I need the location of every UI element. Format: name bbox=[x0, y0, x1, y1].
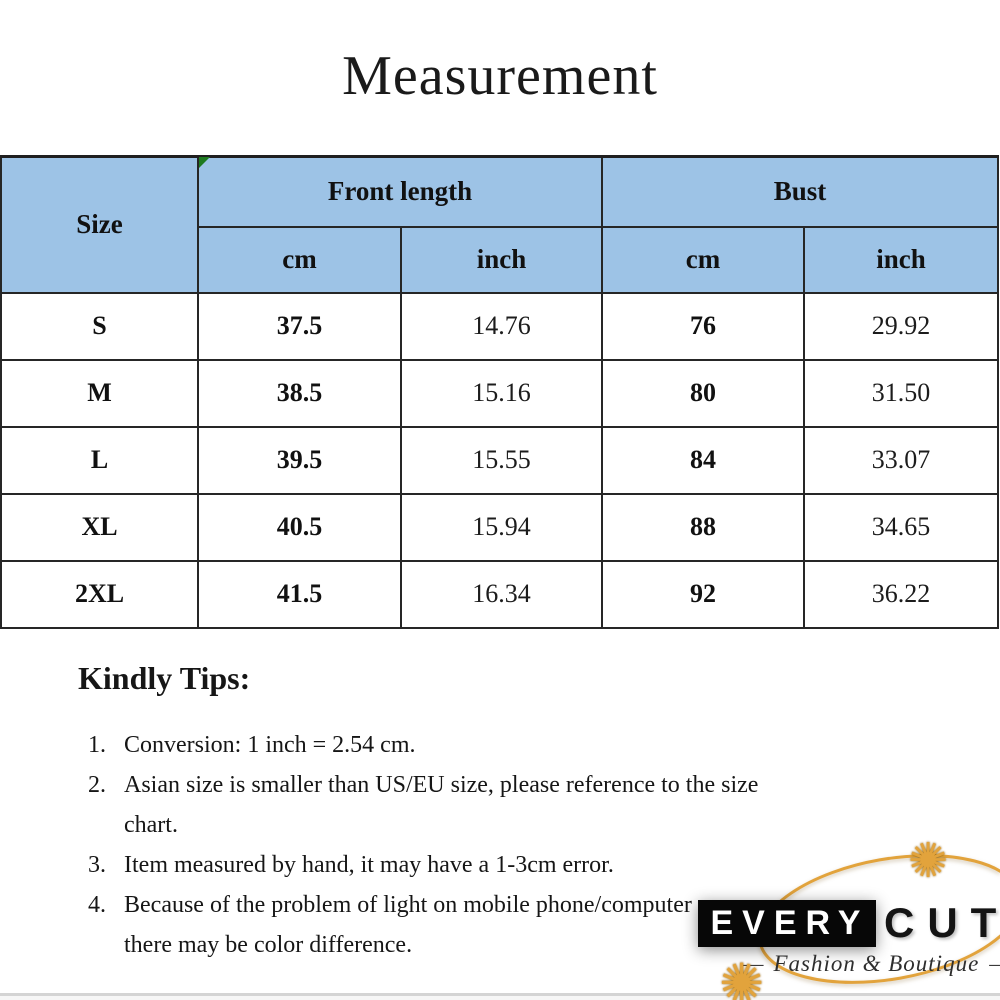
front-cm-value: 40.5 bbox=[197, 492, 402, 562]
brand-logo: EVERY bbox=[698, 900, 876, 947]
front-inch-value: 15.94 bbox=[399, 492, 604, 562]
bust-inch-value: 36.22 bbox=[803, 559, 1000, 629]
column-group-front-length: Front length bbox=[196, 155, 604, 228]
column-header-bust-inch: inch bbox=[803, 225, 1000, 294]
bust-inch-value: 29.92 bbox=[803, 291, 1000, 361]
page-title: Measurement bbox=[342, 45, 658, 107]
gold-starburst-icon: ✺ bbox=[719, 954, 765, 1000]
front-cm-value: 41.5 bbox=[197, 559, 402, 629]
size-chart-table-wrap: Size Front length Bust cm inch cm inch S… bbox=[0, 155, 1000, 629]
excel-corner-marker-icon bbox=[199, 157, 210, 168]
gold-starburst-icon: ✺ bbox=[908, 835, 949, 888]
tagline-right-dash: — bbox=[989, 951, 1000, 976]
table-row-l: L 39.5 15.55 84 33.07 bbox=[0, 425, 1000, 495]
table-row-2xl: 2XL 41.5 16.34 92 36.22 bbox=[0, 559, 1000, 629]
bust-cm-value: 76 bbox=[601, 291, 806, 361]
bottom-edge-divider bbox=[0, 993, 1000, 996]
size-label: XL bbox=[0, 492, 199, 562]
front-inch-value: 14.76 bbox=[399, 291, 604, 361]
tips-heading: Kindly Tips: bbox=[78, 660, 251, 696]
size-label: 2XL bbox=[0, 559, 199, 629]
column-header-front-inch: inch bbox=[399, 225, 604, 294]
tip-item: Because of the problem of light on mobil… bbox=[112, 885, 812, 965]
front-cm-value: 39.5 bbox=[197, 425, 402, 495]
brand-tagline: —Fashion & Boutique— bbox=[733, 951, 1000, 977]
bust-inch-value: 33.07 bbox=[803, 425, 1000, 495]
bust-inch-value: 34.65 bbox=[803, 492, 1000, 562]
column-header-bust-cm: cm bbox=[601, 225, 806, 294]
column-header-front-cm: cm bbox=[197, 225, 402, 294]
bust-inch-value: 31.50 bbox=[803, 358, 1000, 428]
tip-item: Asian size is smaller than US/EU size, p… bbox=[112, 765, 812, 845]
tagline-text: Fashion & Boutique bbox=[773, 951, 980, 976]
brand-name-left: EVERY bbox=[710, 904, 870, 942]
table-row-xl: XL 40.5 15.94 88 34.65 bbox=[0, 492, 1000, 562]
table-header-group-row: Size Front length Bust bbox=[0, 155, 1000, 294]
size-label: L bbox=[0, 425, 199, 495]
tip-item: Item measured by hand, it may have a 1-3… bbox=[112, 845, 812, 885]
kindly-tips-section: Kindly Tips: Conversion: 1 inch = 2.54 c… bbox=[78, 660, 818, 965]
front-cm-value: 38.5 bbox=[197, 358, 402, 428]
column-header-size: Size bbox=[0, 155, 199, 294]
table-row-m: M 38.5 15.16 80 31.50 bbox=[0, 358, 1000, 428]
size-chart-table: Size Front length Bust cm inch cm inch S… bbox=[0, 155, 1000, 629]
bottom-edge-pale-strip bbox=[0, 996, 1000, 1000]
bust-cm-value: 92 bbox=[601, 559, 806, 629]
tip-item: Conversion: 1 inch = 2.54 cm. bbox=[112, 725, 812, 765]
bust-cm-value: 84 bbox=[601, 425, 806, 495]
brand-name-right: CUTE bbox=[884, 899, 1000, 946]
bust-cm-value: 88 bbox=[601, 492, 806, 562]
size-label: S bbox=[0, 291, 199, 361]
front-cm-value: 37.5 bbox=[197, 291, 402, 361]
table-row-s: S 37.5 14.76 76 29.92 bbox=[0, 291, 1000, 361]
front-inch-value: 16.34 bbox=[399, 559, 604, 629]
table-header-unit-row: cm inch cm inch bbox=[1, 225, 1000, 294]
bust-cm-value: 80 bbox=[601, 358, 806, 428]
column-group-bust: Bust bbox=[601, 155, 1000, 228]
front-inch-value: 15.55 bbox=[399, 425, 604, 495]
tips-list: Conversion: 1 inch = 2.54 cm. Asian size… bbox=[112, 725, 812, 965]
size-label: M bbox=[0, 358, 199, 428]
front-inch-value: 15.16 bbox=[399, 358, 604, 428]
